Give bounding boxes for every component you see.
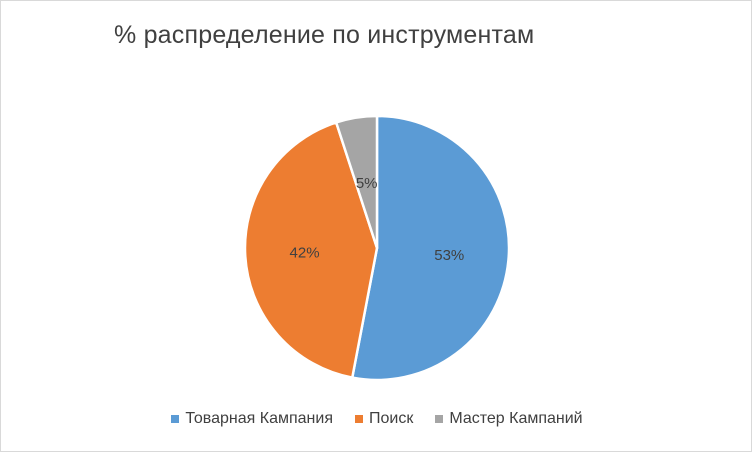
legend-swatch xyxy=(354,415,363,423)
legend-swatch xyxy=(435,415,444,423)
data-label-tovarnaya-kampaniya: 53% xyxy=(434,247,464,264)
legend-label: Мастер Кампаний xyxy=(449,410,583,427)
legend-label: Поиск xyxy=(368,410,414,427)
legend-item-poisk: Поиск xyxy=(354,410,414,428)
legend-label: Товарная Кампания xyxy=(185,410,333,427)
legend: Товарная Кампания Поиск Мастер Кампаний xyxy=(1,410,752,428)
pie-slice-poisk xyxy=(243,121,379,379)
data-label-master-kampaniy: 5% xyxy=(356,175,378,192)
chart-title: % распределение по инструментам xyxy=(114,21,535,49)
legend-swatch xyxy=(171,415,180,423)
pie-slice-master-kampaniy xyxy=(334,114,379,250)
pie-slice-tovarnaya-kampaniya xyxy=(351,114,511,382)
data-label-poisk: 42% xyxy=(290,245,320,262)
legend-item-tovarnaya-kampaniya: Товарная Кампания xyxy=(171,410,333,428)
legend-item-master-kampaniy: Мастер Кампаний xyxy=(435,410,583,428)
